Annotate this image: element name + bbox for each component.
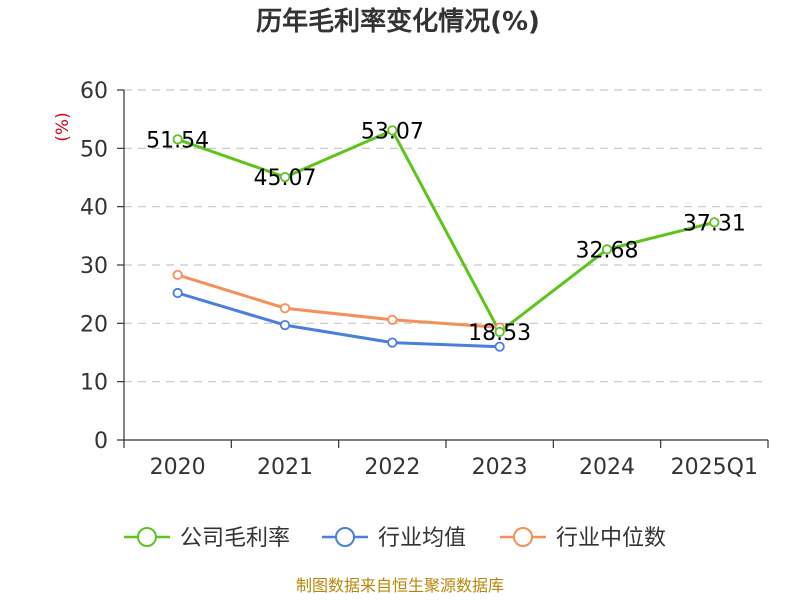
legend-label-2: 行业中位数 <box>556 526 666 551</box>
point-s0-2024 <box>601 244 613 255</box>
x-tick-label-2024: 2024 <box>579 455 635 480</box>
x-tick-label-2023: 2023 <box>472 455 528 480</box>
x-tick-labels: 2020 2021 2022 2023 2024 2025Q1 <box>150 455 758 480</box>
point-s1-2022 <box>387 337 398 348</box>
point-s0-2021 <box>279 171 291 183</box>
legend-label-0: 公司毛利率 <box>180 526 290 551</box>
point-s2-2020 <box>172 269 183 281</box>
series-points <box>172 125 720 352</box>
data-label-2025Q1: 37.31 <box>683 211 746 236</box>
point-s1-2021 <box>279 319 291 331</box>
point-s0-2023 <box>494 326 505 338</box>
source-note: 制图数据来自恒生聚源数据库 <box>296 576 504 595</box>
y-tick-label-30: 30 <box>80 254 108 279</box>
data-label-2021: 45.07 <box>254 166 317 191</box>
y-tick-label-60: 60 <box>80 79 108 104</box>
series-line-0 <box>177 128 715 334</box>
legend-label-1: 行业均值 <box>378 526 466 551</box>
point-s1-2020 <box>172 287 183 299</box>
chart-title: 历年毛利率变化情况(%) <box>256 6 540 37</box>
axes <box>117 89 769 448</box>
legend-marker-2 <box>513 527 533 547</box>
data-label-2023: 18.53 <box>468 321 531 346</box>
data-label-2020: 51.54 <box>146 128 209 153</box>
y-tick-label-10: 10 <box>80 371 108 396</box>
x-tick-label-2022: 2022 <box>364 455 420 480</box>
data-label-2024: 32.68 <box>576 238 639 263</box>
y-unit-label: (%) <box>53 112 73 141</box>
x-tick-label-2021: 2021 <box>257 455 313 480</box>
point-s2-2021 <box>279 303 291 314</box>
data-labels: 51.54 45.07 53.07 18.53 32.68 37.31 <box>146 119 746 345</box>
data-label-2022: 53.07 <box>361 119 424 144</box>
series-line-1 <box>177 291 500 349</box>
y-tick-label-40: 40 <box>80 196 108 221</box>
grid-lines <box>124 89 768 383</box>
x-tick-label-2025Q1: 2025Q1 <box>671 455 758 480</box>
x-tick-label-2020: 2020 <box>150 455 206 480</box>
point-s1-2023 <box>494 341 505 352</box>
y-tick-label-20: 20 <box>80 312 108 337</box>
point-s2-2022 <box>387 314 398 325</box>
series-lines <box>177 128 715 349</box>
y-tick-labels: 0 10 20 30 40 50 60 <box>80 79 108 454</box>
series-line-2 <box>177 273 500 329</box>
point-s0-2022 <box>387 125 398 136</box>
legend: 公司毛利率 行业均值 行业中位数 <box>124 526 666 551</box>
point-s0-2020 <box>172 134 183 145</box>
legend-marker-0 <box>137 527 157 547</box>
y-tick-label-0: 0 <box>94 429 108 454</box>
legend-marker-1 <box>335 527 355 547</box>
y-tick-label-50: 50 <box>80 137 108 162</box>
point-s0-2025Q1 <box>709 217 720 228</box>
